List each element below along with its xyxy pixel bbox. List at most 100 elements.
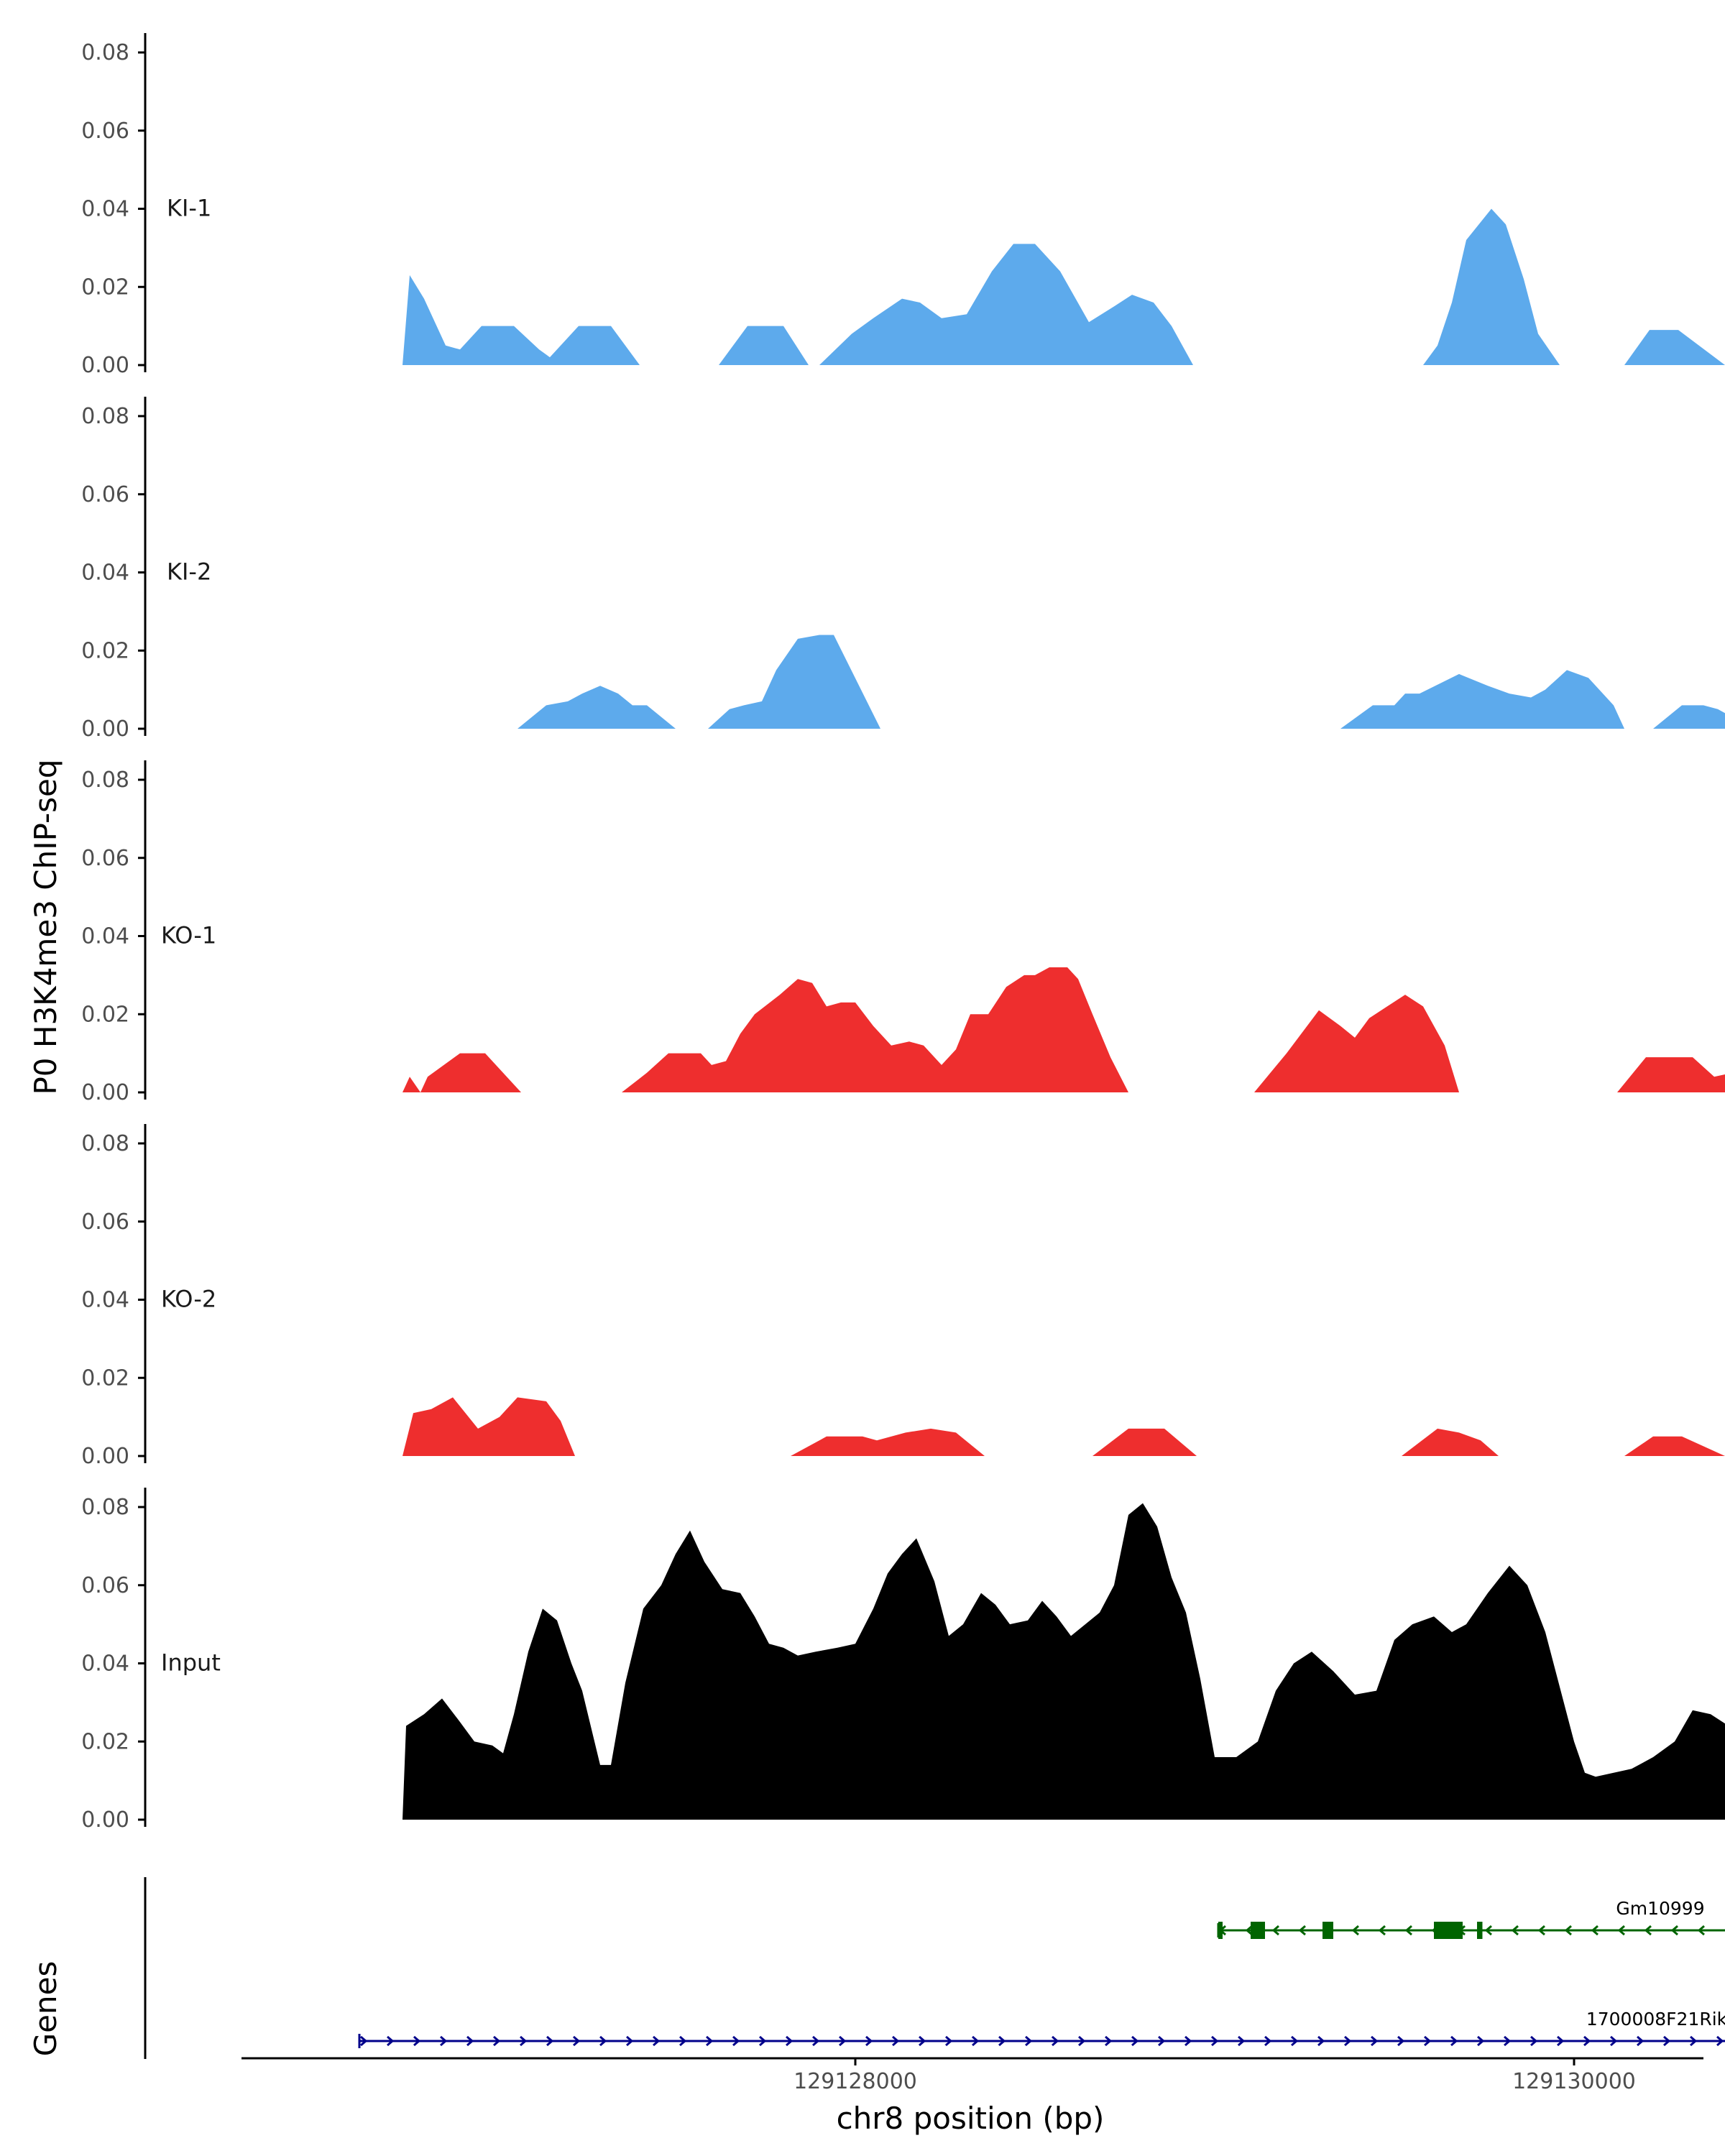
strand-arrow	[1264, 2035, 1272, 2047]
coverage-peak	[402, 1503, 1725, 1820]
strand-arrow	[466, 2035, 474, 2047]
strand-arrow	[1663, 2035, 1671, 2047]
y-tick-label: 0.06	[81, 1573, 129, 1598]
strand-arrow	[1591, 1925, 1598, 1936]
strand-arrow	[892, 2035, 900, 2047]
track-ki-1: 0.00 0.02 0.04 0.06 0.08 KI-1	[81, 33, 1725, 378]
strand-arrow	[972, 2035, 980, 2047]
strand-arrow	[1511, 1925, 1519, 1936]
strand-arrow	[440, 2035, 448, 2047]
track-label-ki-1: KI-1	[167, 195, 211, 222]
strand-arrow	[1644, 1925, 1652, 1936]
strand-arrow	[1298, 1925, 1306, 1936]
y-tick-label: 0.02	[81, 1365, 129, 1391]
strand-arrow	[546, 2035, 554, 2047]
coverage-peak	[1092, 1428, 1197, 1456]
strand-arrow	[653, 2035, 661, 2047]
strand-arrow	[1025, 2035, 1033, 2047]
coverage-peak	[1254, 995, 1459, 1092]
strand-arrow	[919, 2035, 926, 2047]
track-ko-1: 0.00 0.02 0.04 0.06 0.08 KO-1	[81, 760, 1725, 1105]
genes-axis-title: Genes	[28, 1961, 63, 2057]
track-input: 0.00 0.02 0.04 0.06 0.08 Input	[81, 1488, 1725, 1833]
strand-arrow	[945, 2035, 953, 2047]
y-tick-label: 0.06	[81, 119, 129, 144]
strand-arrow	[1477, 2035, 1485, 2047]
track-ki-2: 0.00 0.02 0.04 0.06 0.08 KI-2	[81, 397, 1725, 742]
y-tick-label: 0.02	[81, 638, 129, 663]
strand-arrow	[1105, 2035, 1113, 2047]
strand-arrow	[1697, 1925, 1705, 1936]
gene-1700008f21rik: 1700008F21Rik	[358, 2009, 1725, 2048]
coverage-peak	[402, 1397, 575, 1456]
strand-arrow	[1484, 1925, 1492, 1936]
gene-label: Gm10999	[1616, 1898, 1704, 1919]
strand-arrow	[1378, 1925, 1386, 1936]
gene-exon	[1218, 1922, 1223, 1939]
strand-arrow	[1564, 1925, 1572, 1936]
y-axis-title: P0 H3K4me3 ChIP-seq	[28, 759, 63, 1095]
strand-arrow	[573, 2035, 581, 2047]
x-axis-title: chr8 position (bp)	[837, 2101, 1105, 2136]
y-tick-label: 0.06	[81, 1210, 129, 1235]
strand-arrow	[1351, 1925, 1359, 1936]
strand-arrow	[1610, 2035, 1618, 2047]
coverage-peak	[402, 1053, 521, 1092]
strand-arrow	[1245, 1925, 1253, 1936]
strand-arrow	[1211, 2035, 1219, 2047]
coverage-peak	[791, 1428, 985, 1456]
strand-arrow	[626, 2035, 634, 2047]
strand-arrow	[812, 2035, 820, 2047]
coverage-peak	[518, 686, 676, 729]
track-label-ko-2: KO-2	[161, 1286, 216, 1313]
x-tick-label: 129130000	[1512, 2069, 1636, 2094]
track-label-ko-1: KO-1	[161, 922, 216, 949]
strand-arrow	[387, 2035, 395, 2047]
y-tick-label: 0.00	[81, 1807, 129, 1833]
strand-arrow	[1078, 2035, 1086, 2047]
coverage-peak	[1624, 1436, 1725, 1456]
coverage-peak	[1340, 670, 1624, 729]
y-tick-label: 0.08	[81, 40, 129, 65]
strand-arrow	[1424, 2035, 1432, 2047]
y-tick-label: 0.02	[81, 275, 129, 300]
strand-arrow	[786, 2035, 794, 2047]
strand-arrow	[1052, 2035, 1059, 2047]
y-tick-label: 0.02	[81, 1729, 129, 1754]
strand-arrow	[1271, 1925, 1279, 1936]
y-tick-label: 0.08	[81, 768, 129, 793]
strand-arrow	[1317, 2035, 1325, 2047]
tracks: 0.00 0.02 0.04 0.06 0.08 KI-1 0.00 0.02 0.04 0.06…	[81, 33, 1725, 1833]
y-tick-label: 0.00	[81, 353, 129, 378]
strand-arrow	[1690, 2035, 1698, 2047]
y-tick-label: 0.08	[81, 1495, 129, 1520]
y-tick-label: 0.04	[81, 561, 129, 586]
y-tick-label: 0.04	[81, 924, 129, 949]
strand-arrow	[1537, 1925, 1545, 1936]
track-ko-2: 0.00 0.02 0.04 0.06 0.08 KO-2	[81, 1124, 1725, 1469]
x-axis: 129128000129130000129132000129134000	[242, 2057, 1703, 2094]
strand-arrow	[706, 2035, 714, 2047]
y-tick-label: 0.04	[81, 1288, 129, 1313]
coverage-peak	[1653, 705, 1725, 729]
strand-arrow	[865, 2035, 873, 2047]
coverage-peak	[1423, 208, 1560, 365]
coverage-peak	[1624, 330, 1725, 365]
gene-exon	[1322, 1922, 1333, 1939]
strand-arrow	[1238, 2035, 1246, 2047]
coverage-peak	[622, 967, 1128, 1092]
strand-arrow	[360, 2035, 368, 2047]
strand-arrow	[1404, 1925, 1412, 1936]
strand-arrow	[1291, 2035, 1299, 2047]
strand-arrow	[1637, 2035, 1644, 2047]
y-tick-label: 0.00	[81, 1080, 129, 1105]
gene-gm10999: Gm10999	[1217, 1898, 1725, 1939]
coverage-peak	[708, 635, 880, 729]
strand-arrow	[1131, 2035, 1139, 2047]
strand-arrow	[1371, 2035, 1379, 2047]
strand-arrow	[1344, 2035, 1352, 2047]
coverage-peak	[1617, 1057, 1725, 1092]
y-tick-label: 0.06	[81, 482, 129, 507]
strand-arrow	[493, 2035, 501, 2047]
